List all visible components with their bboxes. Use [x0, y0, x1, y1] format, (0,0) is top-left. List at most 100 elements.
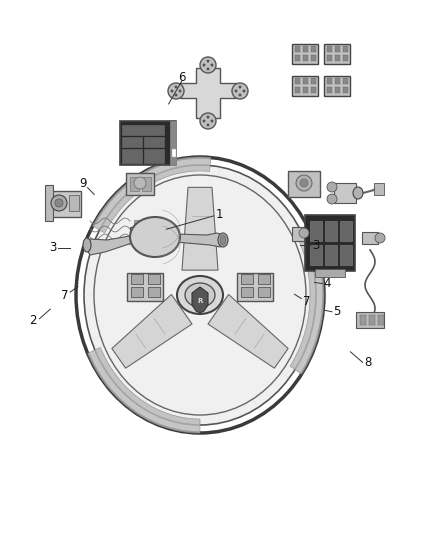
- Circle shape: [202, 63, 205, 67]
- Circle shape: [243, 90, 246, 93]
- Bar: [310, 245, 322, 265]
- Bar: [303, 78, 308, 84]
- Bar: [122, 125, 164, 135]
- Circle shape: [55, 199, 63, 207]
- Bar: [325, 245, 337, 265]
- Bar: [131, 287, 143, 297]
- Bar: [144, 149, 164, 163]
- Bar: [335, 46, 340, 52]
- Bar: [148, 287, 160, 297]
- Ellipse shape: [353, 187, 363, 199]
- Bar: [148, 274, 160, 284]
- Bar: [49, 191, 81, 217]
- Bar: [127, 273, 163, 301]
- Bar: [134, 220, 150, 225]
- Bar: [172, 149, 176, 157]
- Bar: [120, 121, 176, 165]
- Bar: [315, 269, 345, 277]
- Bar: [325, 221, 337, 241]
- Circle shape: [168, 83, 184, 99]
- Bar: [343, 87, 348, 93]
- Bar: [288, 171, 320, 197]
- Bar: [303, 46, 308, 52]
- Ellipse shape: [218, 233, 228, 247]
- Circle shape: [327, 194, 337, 204]
- Bar: [295, 55, 300, 61]
- Bar: [340, 245, 352, 265]
- Circle shape: [134, 177, 146, 189]
- Circle shape: [299, 228, 309, 238]
- Bar: [340, 221, 352, 241]
- Bar: [122, 137, 142, 147]
- Circle shape: [206, 124, 209, 126]
- Ellipse shape: [84, 165, 316, 425]
- Polygon shape: [92, 157, 211, 233]
- Bar: [343, 78, 348, 84]
- Bar: [335, 87, 340, 93]
- Bar: [295, 87, 300, 93]
- Circle shape: [327, 182, 337, 192]
- Circle shape: [239, 85, 241, 88]
- Bar: [258, 287, 270, 297]
- Circle shape: [211, 119, 213, 123]
- Bar: [130, 227, 154, 241]
- Text: 4: 4: [324, 277, 332, 290]
- Bar: [69, 195, 79, 211]
- Bar: [170, 121, 176, 165]
- Polygon shape: [182, 188, 218, 270]
- Bar: [130, 177, 139, 191]
- Circle shape: [232, 83, 248, 99]
- Bar: [292, 44, 318, 64]
- Text: 9: 9: [79, 177, 87, 190]
- Bar: [343, 55, 348, 61]
- Bar: [327, 78, 332, 84]
- Bar: [335, 78, 340, 84]
- Bar: [311, 55, 316, 61]
- Circle shape: [179, 90, 181, 93]
- Circle shape: [200, 57, 216, 73]
- Bar: [327, 46, 332, 52]
- Bar: [374, 183, 384, 195]
- Text: 1: 1: [215, 208, 223, 221]
- Circle shape: [234, 90, 237, 93]
- Ellipse shape: [177, 276, 223, 314]
- Text: 7: 7: [61, 289, 69, 302]
- Bar: [356, 312, 384, 328]
- Bar: [122, 149, 142, 163]
- Bar: [126, 173, 154, 195]
- Bar: [311, 78, 316, 84]
- Bar: [295, 46, 300, 52]
- Bar: [258, 274, 270, 284]
- Bar: [327, 55, 332, 61]
- Circle shape: [206, 116, 209, 118]
- Circle shape: [174, 85, 177, 88]
- Bar: [369, 315, 375, 325]
- Ellipse shape: [83, 238, 91, 252]
- Bar: [241, 274, 253, 284]
- Bar: [237, 273, 273, 301]
- Bar: [241, 287, 253, 297]
- Polygon shape: [112, 295, 192, 368]
- Circle shape: [239, 93, 241, 96]
- Text: 2: 2: [29, 314, 37, 327]
- Bar: [362, 232, 378, 244]
- Ellipse shape: [130, 217, 180, 257]
- Bar: [334, 183, 356, 203]
- Bar: [134, 240, 150, 245]
- Circle shape: [170, 90, 173, 93]
- Bar: [292, 76, 318, 96]
- Polygon shape: [175, 233, 223, 247]
- Bar: [335, 55, 340, 61]
- Bar: [144, 137, 164, 147]
- Circle shape: [206, 68, 209, 70]
- Circle shape: [137, 228, 147, 238]
- Bar: [311, 46, 316, 52]
- Circle shape: [206, 60, 209, 62]
- Bar: [131, 274, 143, 284]
- Text: 5: 5: [334, 305, 341, 318]
- Circle shape: [174, 93, 177, 96]
- Text: R: R: [197, 298, 203, 304]
- Text: 3: 3: [49, 241, 56, 254]
- Bar: [324, 44, 350, 64]
- Bar: [142, 177, 151, 191]
